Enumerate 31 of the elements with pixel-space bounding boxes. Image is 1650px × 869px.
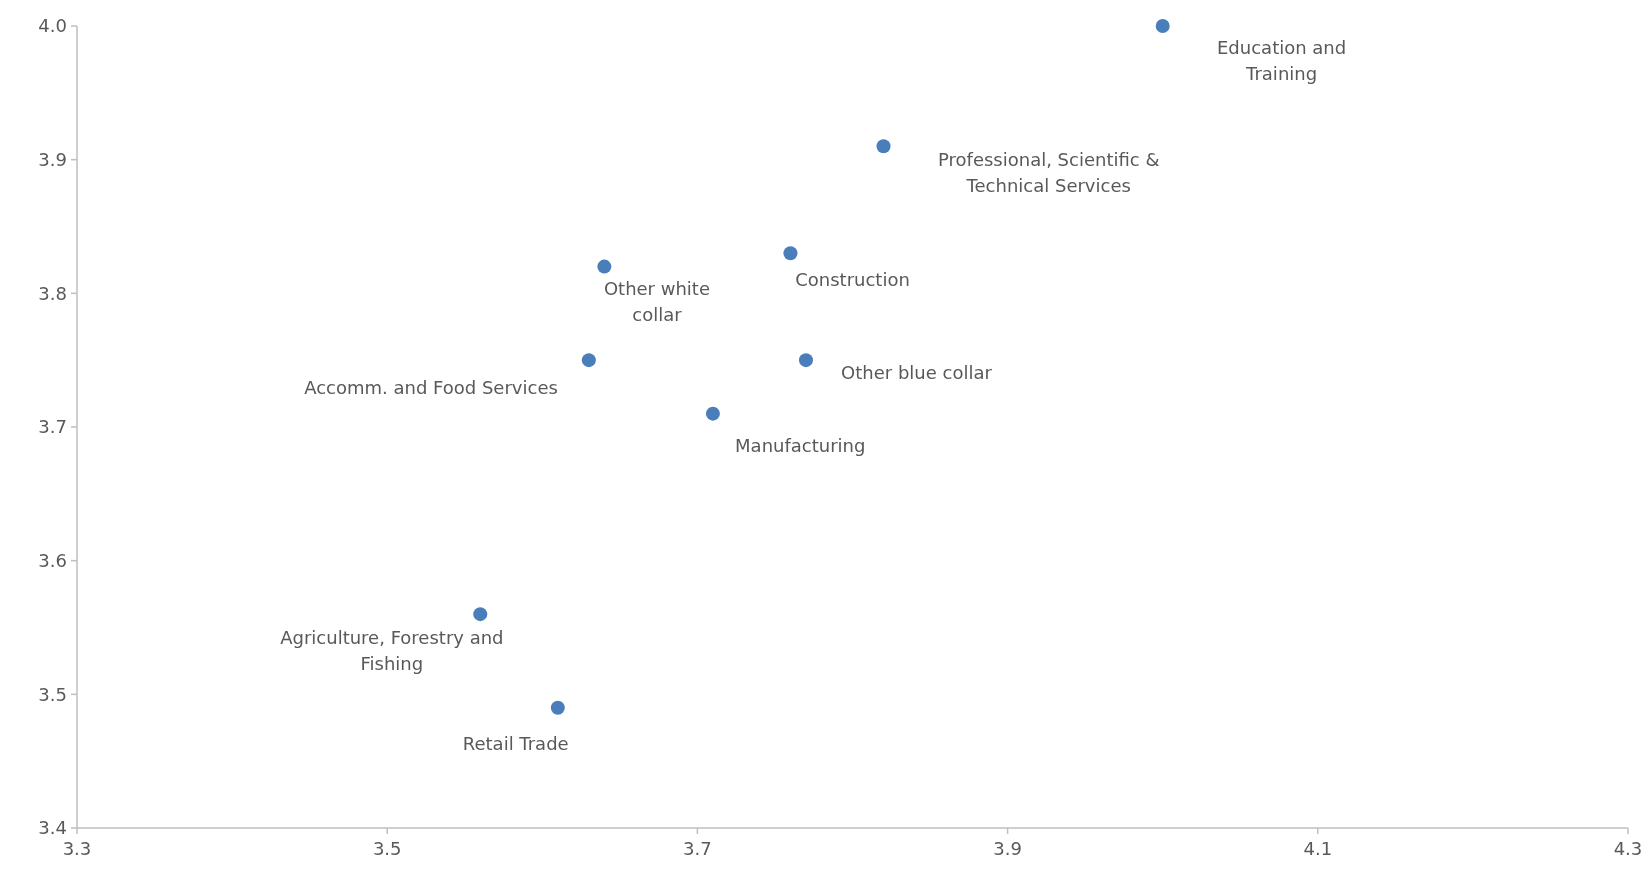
- point: [473, 607, 488, 622]
- annotation: Education and Training: [1217, 37, 1347, 85]
- annotation: Accomm. and Food Services: [304, 376, 558, 398]
- y-tick-label: 3.7: [38, 416, 67, 438]
- point: [876, 139, 891, 154]
- x-tick-label: 4.3: [1613, 838, 1643, 859]
- annotation: Professional, Scientific & Technical Services: [937, 149, 1160, 197]
- annotation: Retail Trade: [462, 732, 569, 754]
- y-tick-label: 3.5: [38, 683, 67, 705]
- x-tick-label: 3.7: [683, 838, 712, 859]
- annotation: Agriculture, Forestry and Fishing: [280, 626, 504, 674]
- annotation: Other white collar: [603, 278, 710, 325]
- point: [798, 353, 813, 368]
- point: [783, 246, 798, 261]
- x-tick-label: 3.9: [993, 838, 1022, 859]
- y-tick-label: 3.6: [38, 549, 67, 571]
- x-tick-label: 3.3: [62, 838, 92, 859]
- point: [581, 353, 596, 368]
- point: [1155, 19, 1170, 33]
- annotation: Manufacturing: [735, 434, 866, 456]
- y-tick-label: 4.0: [38, 15, 67, 37]
- y-tick-label: 3.9: [38, 148, 67, 170]
- point: [597, 259, 612, 274]
- y-tick-label: 3.8: [38, 282, 67, 304]
- annotation: Construction: [795, 268, 910, 290]
- x-tick-label: 3.5: [372, 838, 402, 859]
- point: [550, 700, 565, 715]
- x-tick-label: 4.1: [1303, 838, 1333, 859]
- annotation: Other blue collar: [841, 362, 993, 384]
- point: [705, 406, 720, 421]
- y-tick-label: 3.4: [38, 817, 67, 839]
